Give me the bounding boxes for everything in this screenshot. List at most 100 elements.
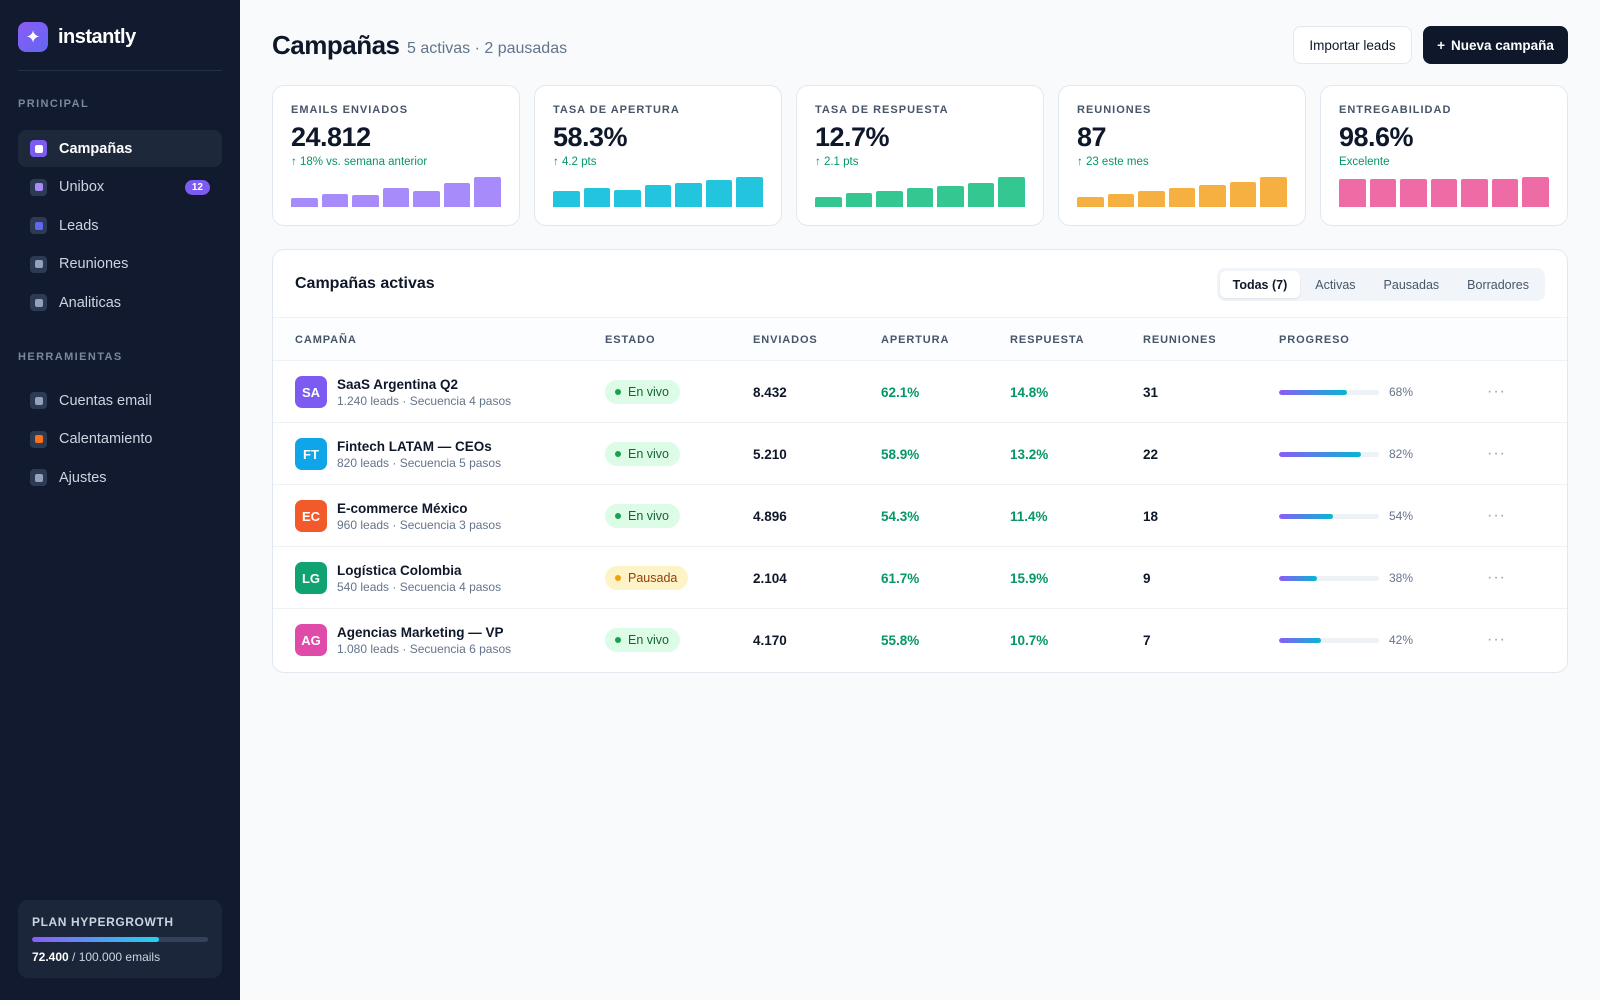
open-rate: 55.8% (881, 632, 920, 648)
kpi-bar (705, 180, 733, 207)
status-badge: En vivo (605, 628, 680, 652)
progress-bar (1279, 575, 1379, 581)
more-options-icon[interactable]: ··· (1487, 445, 1506, 462)
reply-rate: 15.9% (1010, 570, 1049, 586)
kpi-value: 58.3% (553, 122, 628, 152)
kpi-bar (382, 187, 410, 207)
campaign-name[interactable]: SaaS Argentina Q2 (337, 376, 459, 392)
more-options-icon[interactable]: ··· (1487, 383, 1506, 400)
kpi-card-emails-enviados[interactable]: EMAILS ENVIADOS 24.812 ↑ 18% vs. semana an… (272, 85, 520, 226)
kpi-card-tasa-de-respuesta[interactable]: TASA DE RESPUESTA 12.7% ↑ 2.1 pts (796, 85, 1044, 226)
status-dot-icon (615, 513, 621, 519)
kpi-bar (845, 192, 873, 207)
campaign-name[interactable]: Fintech LATAM — CEOs (337, 438, 492, 454)
plan-usage-card[interactable]: PLAN HYPERGROWTH 72.400 / 100.000 emails (18, 900, 222, 978)
status-dot-icon (615, 575, 621, 581)
kpi-label: ENTREGABILIDAD (1339, 104, 1452, 116)
filter-tab-borradores[interactable]: Borradores (1467, 277, 1529, 292)
open-rate: 61.7% (881, 570, 920, 586)
unread-badge: 12 (184, 179, 210, 195)
status-badge: En vivo (605, 380, 680, 404)
open-rate: 62.1% (881, 384, 920, 400)
campaign-meta: 820 leads · Secuencia 5 pasos (337, 455, 502, 470)
sidebar-item-analiticas[interactable]: Analiticas (18, 284, 222, 321)
sent-count: 8.432 (753, 384, 787, 400)
sidebar-item-ajustes[interactable]: Ajustes (18, 459, 222, 496)
kpi-bar (815, 197, 842, 207)
sidebar-item-label: Leads (59, 217, 99, 234)
campaign-avatar: FT (295, 438, 327, 470)
status-badge: En vivo (605, 442, 680, 466)
new-campaign-button[interactable]: + Nueva campaña (1423, 26, 1568, 64)
campaign-cell: LG Logística Colombia 540 leads · Secuenci… (295, 547, 501, 609)
page-title: Campañas (272, 30, 400, 60)
column-header[interactable]: PROGRESO (1279, 334, 1350, 346)
filter-tab-pausadas[interactable]: Pausadas (1383, 277, 1440, 292)
kpi-card-tasa-de-apertura[interactable]: TASA DE APERTURA 58.3% ↑ 4.2 pts (534, 85, 782, 226)
campaign-avatar: LG (295, 562, 327, 594)
sent-count: 5.210 (753, 446, 787, 462)
progress-label: 82% (1389, 447, 1414, 461)
sidebar-item-reuniones[interactable]: Reuniones (18, 246, 222, 283)
table-row[interactable]: LG Logística Colombia 540 leads · Secuenci… (273, 547, 1567, 609)
import-leads-button[interactable]: Importar leads (1293, 26, 1412, 64)
kpi-bar (1107, 193, 1135, 207)
table-row[interactable]: EC E-commerce México 960 leads · Secuencia… (273, 485, 1567, 547)
campaign-meta: 1.240 leads · Secuencia 4 pasos (337, 393, 512, 408)
table-row[interactable]: AG Agencias Marketing — VP 1.080 leads · S… (273, 609, 1567, 671)
logo[interactable]: ✦ instantly (18, 22, 136, 52)
sidebar-item-label: Cuentas email (59, 392, 152, 409)
kpi-bar (443, 183, 471, 207)
status-dot-icon (615, 637, 621, 643)
sidebar-item-unibox[interactable]: Unibox 12 (18, 169, 222, 206)
campaign-meta: 540 leads · Secuencia 4 pasos (337, 579, 502, 594)
filter-tab-activas[interactable]: Activas (1315, 277, 1356, 292)
campaign-name[interactable]: Logística Colombia (337, 562, 462, 578)
kpi-bar (937, 186, 964, 207)
campaigns-icon (30, 140, 47, 157)
progress-cell: 68% (1279, 361, 1413, 423)
kpi-bar (413, 190, 440, 207)
progress-bar (1279, 513, 1379, 519)
kpi-bar (553, 190, 580, 207)
kpi-value: 24.812 (291, 122, 371, 152)
sent-count: 4.170 (753, 632, 787, 648)
sidebar-item-leads[interactable]: Leads (18, 207, 222, 244)
more-options-icon[interactable]: ··· (1487, 631, 1506, 648)
column-header[interactable]: RESPUESTA (1010, 334, 1085, 346)
campaign-meta: 1.080 leads · Secuencia 6 pasos (337, 641, 512, 656)
kpi-sparkbars (291, 177, 502, 207)
table-row[interactable]: FT Fintech LATAM — CEOs 820 leads · Secuen… (273, 423, 1567, 485)
progress-label: 54% (1389, 509, 1414, 523)
new-campaign-label: Nueva campaña (1451, 37, 1554, 53)
column-header[interactable]: APERTURA (881, 334, 950, 346)
column-header[interactable]: ESTADO (605, 334, 656, 346)
status-dot-icon (615, 451, 621, 457)
kpi-bar (1369, 179, 1397, 207)
campaign-name[interactable]: E-commerce México (337, 500, 468, 516)
sidebar-item-calentamiento[interactable]: Calentamiento (18, 421, 222, 458)
campaign-name[interactable]: Agencias Marketing — VP (337, 624, 504, 640)
plan-usage-text: 72.400 / 100.000 emails (32, 950, 161, 964)
kpi-label: EMAILS ENVIADOS (291, 104, 409, 116)
progress-cell: 42% (1279, 609, 1413, 671)
kpi-delta: ↑ 18% vs. semana anterior (291, 156, 428, 168)
campaign-cell: SA SaaS Argentina Q2 1.240 leads · Secuenc… (295, 361, 511, 423)
sidebar-item-cuentas-email[interactable]: Cuentas email (18, 382, 222, 419)
filter-tab-todas-7[interactable]: Todas (7) (1219, 271, 1301, 298)
sidebar-item-campa-as[interactable]: Campañas (18, 130, 222, 167)
kpi-sparkbars (815, 177, 1026, 207)
filter-tabs: Todas (7) Activas Pausadas Borradores (1216, 268, 1545, 301)
status-badge: En vivo (605, 504, 680, 528)
column-header[interactable]: ENVIADOS (753, 334, 818, 346)
column-header[interactable]: CAMPAÑA (295, 334, 357, 346)
brand-name: instantly (58, 25, 136, 48)
more-options-icon[interactable]: ··· (1487, 569, 1506, 586)
more-options-icon[interactable]: ··· (1487, 507, 1506, 524)
mail-icon (30, 392, 47, 409)
column-header[interactable]: REUNIONES (1143, 334, 1217, 346)
kpi-card-entregabilidad[interactable]: ENTREGABILIDAD 98.6% Excelente (1320, 85, 1568, 226)
table-row[interactable]: SA SaaS Argentina Q2 1.240 leads · Secuenc… (273, 361, 1567, 423)
kpi-bar (321, 193, 349, 207)
kpi-card-reuniones[interactable]: REUNIONES 87 ↑ 23 este mes (1058, 85, 1306, 226)
